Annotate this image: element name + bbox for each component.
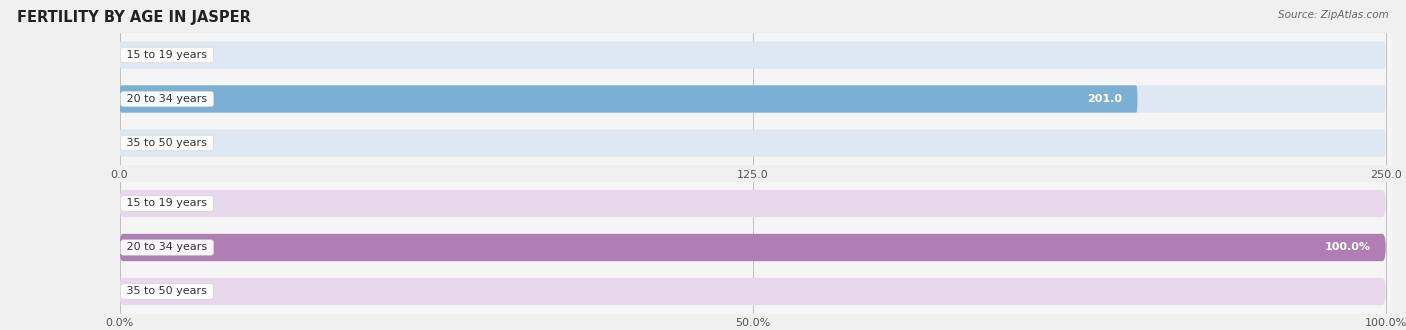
- FancyBboxPatch shape: [120, 190, 1385, 217]
- Text: 20 to 34 years: 20 to 34 years: [124, 243, 211, 252]
- Text: 100.0%: 100.0%: [1324, 243, 1371, 252]
- FancyBboxPatch shape: [120, 234, 1385, 261]
- Text: 15 to 19 years: 15 to 19 years: [124, 199, 211, 209]
- Text: 20 to 34 years: 20 to 34 years: [124, 94, 211, 104]
- FancyBboxPatch shape: [120, 85, 1385, 113]
- Text: 0.0%: 0.0%: [135, 286, 163, 296]
- Text: FERTILITY BY AGE IN JASPER: FERTILITY BY AGE IN JASPER: [17, 10, 250, 25]
- Text: Source: ZipAtlas.com: Source: ZipAtlas.com: [1278, 10, 1389, 20]
- Text: 201.0: 201.0: [1087, 94, 1122, 104]
- Text: 15 to 19 years: 15 to 19 years: [124, 50, 211, 60]
- FancyBboxPatch shape: [120, 41, 1385, 69]
- FancyBboxPatch shape: [120, 85, 1137, 113]
- Text: 35 to 50 years: 35 to 50 years: [124, 138, 211, 148]
- Text: 35 to 50 years: 35 to 50 years: [124, 286, 211, 296]
- Text: 0.0%: 0.0%: [135, 199, 163, 209]
- FancyBboxPatch shape: [120, 278, 1385, 305]
- Text: 0.0: 0.0: [135, 138, 152, 148]
- FancyBboxPatch shape: [120, 234, 1385, 261]
- FancyBboxPatch shape: [120, 129, 1385, 157]
- Text: 0.0: 0.0: [135, 50, 152, 60]
